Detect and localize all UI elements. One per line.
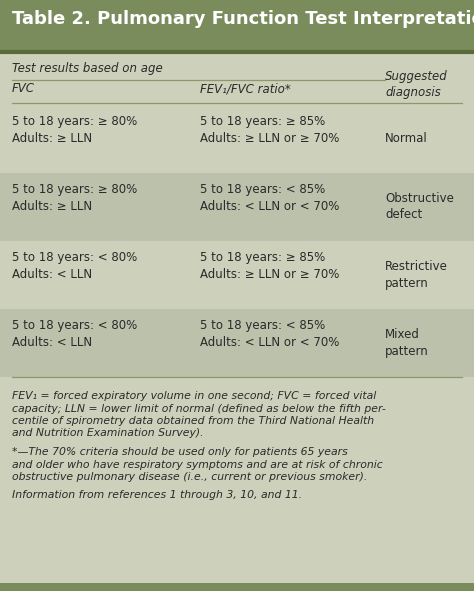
Text: Mixed
pattern: Mixed pattern [385, 329, 429, 358]
Text: 5 to 18 years: ≥ 80%
Adults: ≥ LLN: 5 to 18 years: ≥ 80% Adults: ≥ LLN [12, 183, 137, 213]
Text: Obstructive
defect: Obstructive defect [385, 193, 454, 222]
Text: Restrictive
pattern: Restrictive pattern [385, 261, 448, 290]
Text: 5 to 18 years: < 80%
Adults: < LLN: 5 to 18 years: < 80% Adults: < LLN [12, 319, 137, 349]
Text: Suggested
diagnosis: Suggested diagnosis [385, 70, 448, 99]
Text: Information from references 1 through 3, 10, and 11.: Information from references 1 through 3,… [12, 491, 302, 501]
Text: Table 2. Pulmonary Function Test Interpretation: Table 2. Pulmonary Function Test Interpr… [12, 10, 474, 28]
Text: 5 to 18 years: < 85%
Adults: < LLN or < 70%: 5 to 18 years: < 85% Adults: < LLN or < … [200, 319, 339, 349]
Text: and Nutrition Examination Survey).: and Nutrition Examination Survey). [12, 428, 204, 439]
Text: 5 to 18 years: ≥ 85%
Adults: ≥ LLN or ≥ 70%: 5 to 18 years: ≥ 85% Adults: ≥ LLN or ≥ … [200, 251, 339, 281]
Text: FVC: FVC [12, 82, 35, 95]
Text: 5 to 18 years: ≥ 80%
Adults: ≥ LLN: 5 to 18 years: ≥ 80% Adults: ≥ LLN [12, 115, 137, 145]
Text: obstructive pulmonary disease (i.e., current or previous smoker).: obstructive pulmonary disease (i.e., cur… [12, 472, 367, 482]
Text: *—The 70% criteria should be used only for patients 65 years: *—The 70% criteria should be used only f… [12, 447, 348, 457]
Text: FEV₁ = forced expiratory volume in one second; FVC = forced vital: FEV₁ = forced expiratory volume in one s… [12, 391, 376, 401]
Text: capacity; LLN = lower limit of normal (defined as below the fifth per-: capacity; LLN = lower limit of normal (d… [12, 404, 386, 414]
Text: centile of spirometry data obtained from the Third National Health: centile of spirometry data obtained from… [12, 416, 374, 426]
Bar [0, 0, 474, 52]
Text: FEV₁/FVC ratio*: FEV₁/FVC ratio* [200, 82, 291, 95]
Text: 5 to 18 years: ≥ 85%
Adults: ≥ LLN or ≥ 70%: 5 to 18 years: ≥ 85% Adults: ≥ LLN or ≥ … [200, 115, 339, 145]
Text: and older who have respiratory symptoms and are at risk of chronic: and older who have respiratory symptoms … [12, 459, 383, 469]
Text: Normal: Normal [385, 132, 428, 145]
Text: Test results based on age: Test results based on age [12, 62, 163, 75]
Text: 5 to 18 years: < 80%
Adults: < LLN: 5 to 18 years: < 80% Adults: < LLN [12, 251, 137, 281]
Text: 5 to 18 years: < 85%
Adults: < LLN or < 70%: 5 to 18 years: < 85% Adults: < LLN or < … [200, 183, 339, 213]
Bar [0, 173, 474, 241]
Bar [0, 309, 474, 377]
Bar [0, 583, 474, 591]
